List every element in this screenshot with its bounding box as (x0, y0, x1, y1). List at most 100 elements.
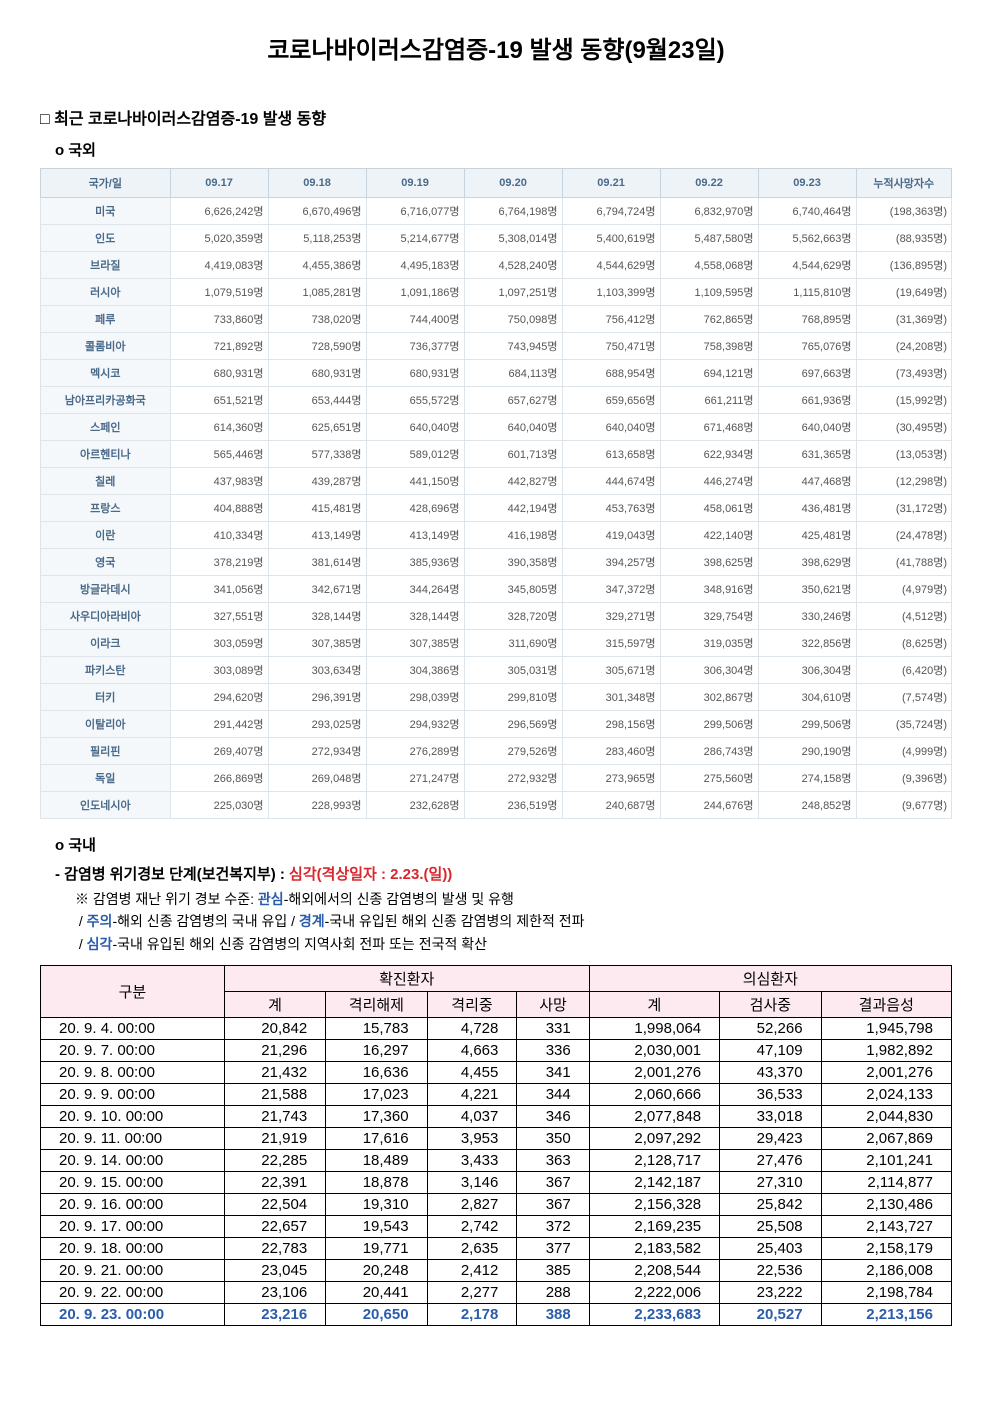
data-cell: 661,211명 (660, 387, 758, 414)
data-cell: 6,794,724명 (562, 198, 660, 225)
data-cell: 2,044,830 (821, 1106, 951, 1128)
data-cell: 20,650 (326, 1304, 427, 1326)
data-cell: (136,895명) (856, 252, 951, 279)
data-cell: 2,156,328 (589, 1194, 719, 1216)
country-cell: 터키 (41, 684, 171, 711)
data-cell: 274,158명 (758, 765, 856, 792)
data-cell: 269,407명 (170, 738, 268, 765)
data-cell: 446,274명 (660, 468, 758, 495)
country-cell: 이탈리아 (41, 711, 171, 738)
data-cell: 306,304명 (758, 657, 856, 684)
data-cell: 272,932명 (464, 765, 562, 792)
data-cell: 6,764,198명 (464, 198, 562, 225)
data-cell: (15,992명) (856, 387, 951, 414)
data-cell: 651,521명 (170, 387, 268, 414)
data-cell: 22,391 (224, 1172, 325, 1194)
country-cell: 방글라데시 (41, 576, 171, 603)
data-cell: 4,495,183명 (366, 252, 464, 279)
alert-l4-text: -국내 유입된 해외 신종 감염병의 지역사회 전파 또는 전국적 확산 (112, 936, 487, 952)
data-cell: 4,544,629명 (758, 252, 856, 279)
table-row: 브라질4,419,083명4,455,386명4,495,183명4,528,2… (41, 252, 952, 279)
world-table-header: 누적사망자수 (856, 169, 951, 198)
data-cell: 225,030명 (170, 792, 268, 819)
date-cell: 20. 9. 17. 00:00 (41, 1216, 225, 1238)
data-cell: 367 (517, 1172, 589, 1194)
data-cell: 307,385명 (366, 630, 464, 657)
data-cell: 2,827 (427, 1194, 517, 1216)
data-cell: 614,360명 (170, 414, 268, 441)
data-cell: 291,442명 (170, 711, 268, 738)
data-cell: 5,487,580명 (660, 225, 758, 252)
data-cell: 425,481명 (758, 522, 856, 549)
data-cell: 4,663 (427, 1040, 517, 1062)
data-cell: (7,574명) (856, 684, 951, 711)
table-row: 사우디아라비아327,551명328,144명328,144명328,720명3… (41, 603, 952, 630)
data-cell: (31,172명) (856, 495, 951, 522)
data-cell: 36,533 (720, 1084, 821, 1106)
data-cell: 589,012명 (366, 441, 464, 468)
data-cell: 2,001,276 (589, 1062, 719, 1084)
alert-l4: 심각 (87, 936, 113, 952)
table-row: 이라크303,059명307,385명307,385명311,690명315,5… (41, 630, 952, 657)
data-cell: 336 (517, 1040, 589, 1062)
data-cell: 768,895명 (758, 306, 856, 333)
data-cell: 23,216 (224, 1304, 325, 1326)
world-table-header: 09.20 (464, 169, 562, 198)
data-cell: 22,504 (224, 1194, 325, 1216)
data-cell: 413,149명 (268, 522, 366, 549)
data-cell: 442,194명 (464, 495, 562, 522)
table-row: 20. 9. 17. 00:0022,65719,5432,7423722,16… (41, 1216, 952, 1238)
table-row: 이란410,334명413,149명413,149명416,198명419,04… (41, 522, 952, 549)
data-cell: 22,536 (720, 1260, 821, 1282)
data-cell: 640,040명 (758, 414, 856, 441)
korea-h2: 확진환자 (224, 966, 589, 992)
alert-l1: 관심 (258, 891, 284, 907)
data-cell: 244,676명 (660, 792, 758, 819)
data-cell: 299,810명 (464, 684, 562, 711)
date-cell: 20. 9. 21. 00:00 (41, 1260, 225, 1282)
table-row: 이탈리아291,442명293,025명294,932명296,569명298,… (41, 711, 952, 738)
data-cell: 19,543 (326, 1216, 427, 1238)
table-row: 20. 9. 14. 00:0022,28518,4893,4333632,12… (41, 1150, 952, 1172)
alert-l1-text: -해외에서의 신종 감염병의 발생 및 유행 (284, 891, 514, 907)
country-cell: 이라크 (41, 630, 171, 657)
data-cell: 266,869명 (170, 765, 268, 792)
data-cell: 330,246명 (758, 603, 856, 630)
data-cell: 5,214,677명 (366, 225, 464, 252)
data-cell: 5,020,359명 (170, 225, 268, 252)
data-cell: 1,982,892 (821, 1040, 951, 1062)
data-cell: 276,289명 (366, 738, 464, 765)
data-cell: 758,398명 (660, 333, 758, 360)
data-cell: 17,616 (326, 1128, 427, 1150)
data-cell: 4,455 (427, 1062, 517, 1084)
data-cell: (9,396명) (856, 765, 951, 792)
data-cell: 27,310 (720, 1172, 821, 1194)
data-cell: 1,115,810명 (758, 279, 856, 306)
data-cell: 23,222 (720, 1282, 821, 1304)
data-cell: 2,213,156 (821, 1304, 951, 1326)
data-cell: 447,468명 (758, 468, 856, 495)
data-cell: 5,308,014명 (464, 225, 562, 252)
data-cell: 296,391명 (268, 684, 366, 711)
data-cell: 328,144명 (366, 603, 464, 630)
data-cell: 17,023 (326, 1084, 427, 1106)
alert-l3-text: -국내 유입된 해외 신종 감염병의 제한적 전파 (325, 913, 585, 929)
data-cell: 345,805명 (464, 576, 562, 603)
data-cell: 410,334명 (170, 522, 268, 549)
table-row: 독일266,869명269,048명271,247명272,932명273,96… (41, 765, 952, 792)
data-cell: 236,519명 (464, 792, 562, 819)
data-cell: 458,061명 (660, 495, 758, 522)
table-row: 20. 9. 4. 00:0020,84215,7834,7283311,998… (41, 1018, 952, 1040)
data-cell: 363 (517, 1150, 589, 1172)
table-row: 20. 9. 9. 00:0021,58817,0234,2213442,060… (41, 1084, 952, 1106)
date-cell: 20. 9. 22. 00:00 (41, 1282, 225, 1304)
table-row: 영국378,219명381,614명385,936명390,358명394,25… (41, 549, 952, 576)
data-cell: 2,186,008 (821, 1260, 951, 1282)
data-cell: 15,783 (326, 1018, 427, 1040)
data-cell: 2,233,683 (589, 1304, 719, 1326)
data-cell: 1,998,064 (589, 1018, 719, 1040)
data-cell: (13,053명) (856, 441, 951, 468)
data-cell: 697,663명 (758, 360, 856, 387)
data-cell: 27,476 (720, 1150, 821, 1172)
data-cell: 439,287명 (268, 468, 366, 495)
